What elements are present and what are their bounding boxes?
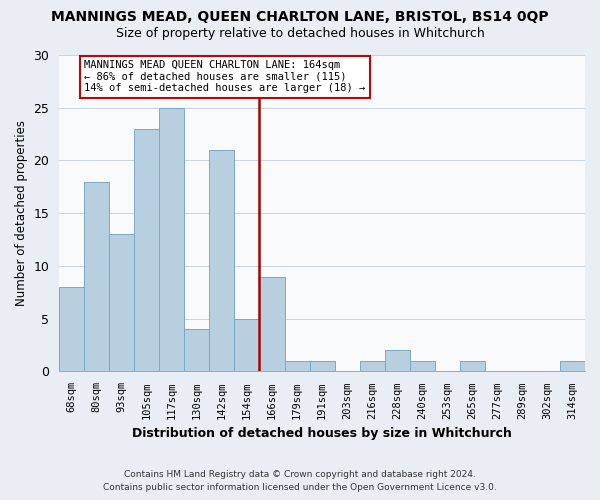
Bar [359,361,385,372]
Bar [460,361,485,372]
Bar [184,330,209,372]
Text: MANNINGS MEAD QUEEN CHARLTON LANE: 164sqm
← 86% of detached houses are smaller (: MANNINGS MEAD QUEEN CHARLTON LANE: 164sq… [84,60,365,94]
Bar [84,182,109,372]
Bar [235,318,259,372]
Bar [560,361,585,372]
Text: MANNINGS MEAD, QUEEN CHARLTON LANE, BRISTOL, BS14 0QP: MANNINGS MEAD, QUEEN CHARLTON LANE, BRIS… [51,10,549,24]
Bar [284,361,310,372]
Bar [310,361,335,372]
Bar [209,150,235,372]
Bar [134,129,160,372]
X-axis label: Distribution of detached houses by size in Whitchurch: Distribution of detached houses by size … [132,427,512,440]
Text: Contains HM Land Registry data © Crown copyright and database right 2024.
Contai: Contains HM Land Registry data © Crown c… [103,470,497,492]
Bar [410,361,435,372]
Bar [385,350,410,372]
Text: Size of property relative to detached houses in Whitchurch: Size of property relative to detached ho… [116,28,484,40]
Bar [160,108,184,372]
Bar [259,276,284,372]
Bar [109,234,134,372]
Bar [59,287,84,372]
Y-axis label: Number of detached properties: Number of detached properties [15,120,28,306]
